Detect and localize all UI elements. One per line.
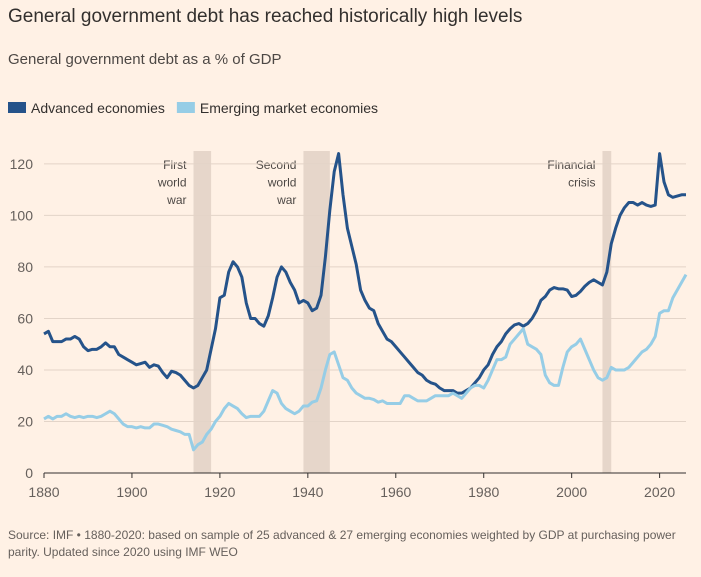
legend-label: Emerging market economies — [200, 100, 378, 116]
period-label: war — [166, 193, 186, 207]
y-tick-label: 20 — [17, 413, 33, 429]
x-tick-label: 1980 — [468, 484, 499, 500]
period-label: world — [267, 176, 297, 190]
legend-swatch — [176, 102, 195, 113]
x-tick-label: 1960 — [380, 484, 411, 500]
y-tick-label: 60 — [17, 310, 33, 326]
period-label: First — [163, 158, 187, 172]
period-label: Financial — [547, 158, 595, 172]
source-note: Source: IMF • 1880-2020: based on sample… — [8, 528, 676, 559]
legend-label: Advanced economies — [31, 100, 165, 116]
period-label: Second — [256, 158, 297, 172]
y-tick-label: 0 — [25, 465, 33, 481]
shaded-period — [602, 151, 612, 473]
chart-title: General government debt has reached hist… — [8, 6, 522, 27]
x-tick-label: 2000 — [556, 484, 587, 500]
period-label: war — [276, 193, 296, 207]
x-tick-label: 1900 — [116, 484, 147, 500]
series-line — [43, 152, 686, 395]
legend-swatch — [8, 102, 26, 113]
series-line — [43, 273, 688, 452]
shaded-period — [193, 151, 212, 473]
x-tick-label: 1880 — [28, 484, 59, 500]
period-label: crisis — [568, 176, 595, 190]
y-tick-label: 80 — [17, 259, 33, 275]
y-tick-label: 40 — [17, 362, 33, 378]
shaded-period — [303, 151, 330, 473]
y-tick-label: 100 — [10, 207, 34, 223]
chart-subtitle: General government debt as a % of GDP — [8, 51, 281, 68]
period-label: world — [157, 176, 187, 190]
y-tick-label: 120 — [10, 156, 34, 172]
x-tick-label: 1940 — [292, 484, 323, 500]
x-tick-label: 1920 — [204, 484, 235, 500]
x-tick-label: 2020 — [644, 484, 675, 500]
